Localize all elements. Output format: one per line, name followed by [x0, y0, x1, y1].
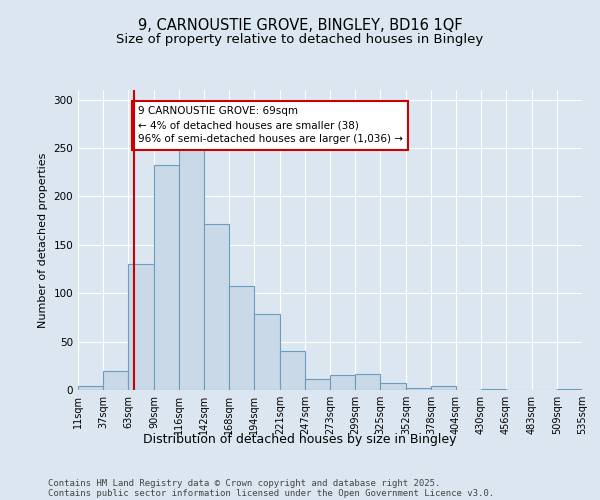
Text: Contains public sector information licensed under the Open Government Licence v3: Contains public sector information licen…: [48, 488, 494, 498]
Bar: [128, 264, 154, 390]
Bar: [179, 147, 204, 390]
Text: 9 CARNOUSTIE GROVE: 69sqm
← 4% of detached houses are smaller (38)
96% of semi-d: 9 CARNOUSTIE GROVE: 69sqm ← 4% of detach…: [137, 106, 403, 144]
Bar: [406, 388, 431, 390]
Bar: [229, 286, 254, 390]
Text: 9, CARNOUSTIE GROVE, BINGLEY, BD16 1QF: 9, CARNOUSTIE GROVE, BINGLEY, BD16 1QF: [137, 18, 463, 32]
Bar: [481, 389, 506, 390]
Bar: [254, 314, 280, 390]
Bar: [154, 164, 179, 390]
Bar: [305, 380, 330, 390]
Text: Size of property relative to detached houses in Bingley: Size of property relative to detached ho…: [116, 32, 484, 46]
Bar: [557, 389, 582, 390]
Bar: [330, 374, 355, 390]
Bar: [280, 352, 305, 390]
Y-axis label: Number of detached properties: Number of detached properties: [38, 152, 48, 328]
Bar: [431, 386, 456, 390]
Bar: [78, 386, 103, 390]
Bar: [204, 224, 229, 390]
Bar: [103, 370, 128, 390]
Text: Contains HM Land Registry data © Crown copyright and database right 2025.: Contains HM Land Registry data © Crown c…: [48, 478, 440, 488]
Text: Distribution of detached houses by size in Bingley: Distribution of detached houses by size …: [143, 432, 457, 446]
Bar: [355, 374, 380, 390]
Bar: [380, 383, 406, 390]
